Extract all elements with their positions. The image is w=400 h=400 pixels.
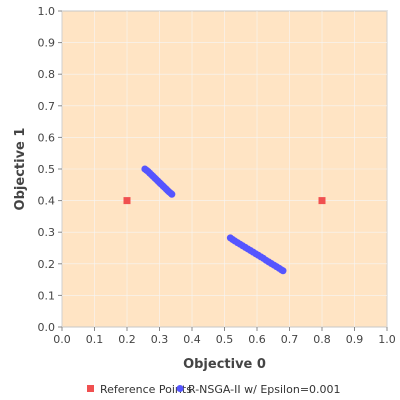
- legend-marker-rnsga: [176, 385, 184, 392]
- rnsga-point: [168, 190, 176, 198]
- y-tick-label: 1.0: [38, 5, 56, 18]
- x-tick-label: 0.0: [53, 333, 71, 346]
- y-tick-label: 0.2: [38, 258, 56, 271]
- legend-marker-reference-points: [87, 385, 94, 392]
- reference-point: [318, 197, 326, 205]
- y-tick-label: 0.7: [38, 100, 56, 113]
- x-tick-label: 0.6: [248, 333, 266, 346]
- y-tick-label: 0.0: [38, 321, 56, 334]
- y-tick-label: 0.3: [38, 226, 56, 239]
- x-tick-label: 0.3: [151, 333, 169, 346]
- data-points: [123, 165, 326, 275]
- x-tick-label: 1.0: [378, 333, 396, 346]
- x-tick-label: 0.1: [86, 333, 104, 346]
- x-tick-label: 0.9: [346, 333, 364, 346]
- legend: Reference Points R-NSGA-II w/ Epsilon=0.…: [87, 383, 341, 396]
- x-tick-label: 0.4: [183, 333, 201, 346]
- legend-label-reference-points: Reference Points: [100, 383, 192, 396]
- x-tick-label: 0.7: [281, 333, 299, 346]
- x-axis-title: Objective 0: [183, 357, 266, 372]
- y-axis-title: Objective 1: [13, 128, 28, 211]
- y-tick-label: 0.9: [38, 37, 56, 50]
- legend-label-rnsga: R-NSGA-II w/ Epsilon=0.001: [188, 383, 341, 396]
- rnsga-point: [279, 267, 287, 275]
- y-tick-label: 0.6: [38, 131, 56, 144]
- y-tick-label: 0.4: [38, 195, 56, 208]
- x-tick-label: 0.8: [313, 333, 331, 346]
- axis-ticks: 0.0 0.1 0.2 0.3 0.4 0.5 0.6 0.7 0.8 0.9 1.0 0.0 0.1 0…: [38, 5, 396, 346]
- y-tick-label: 0.1: [38, 289, 56, 302]
- y-tick-label: 0.8: [38, 68, 56, 81]
- x-tick-label: 0.5: [216, 333, 234, 346]
- x-tick-label: 0.2: [118, 333, 136, 346]
- grid-lines: [61, 10, 388, 328]
- y-tick-label: 0.5: [38, 163, 56, 176]
- reference-point: [123, 197, 131, 205]
